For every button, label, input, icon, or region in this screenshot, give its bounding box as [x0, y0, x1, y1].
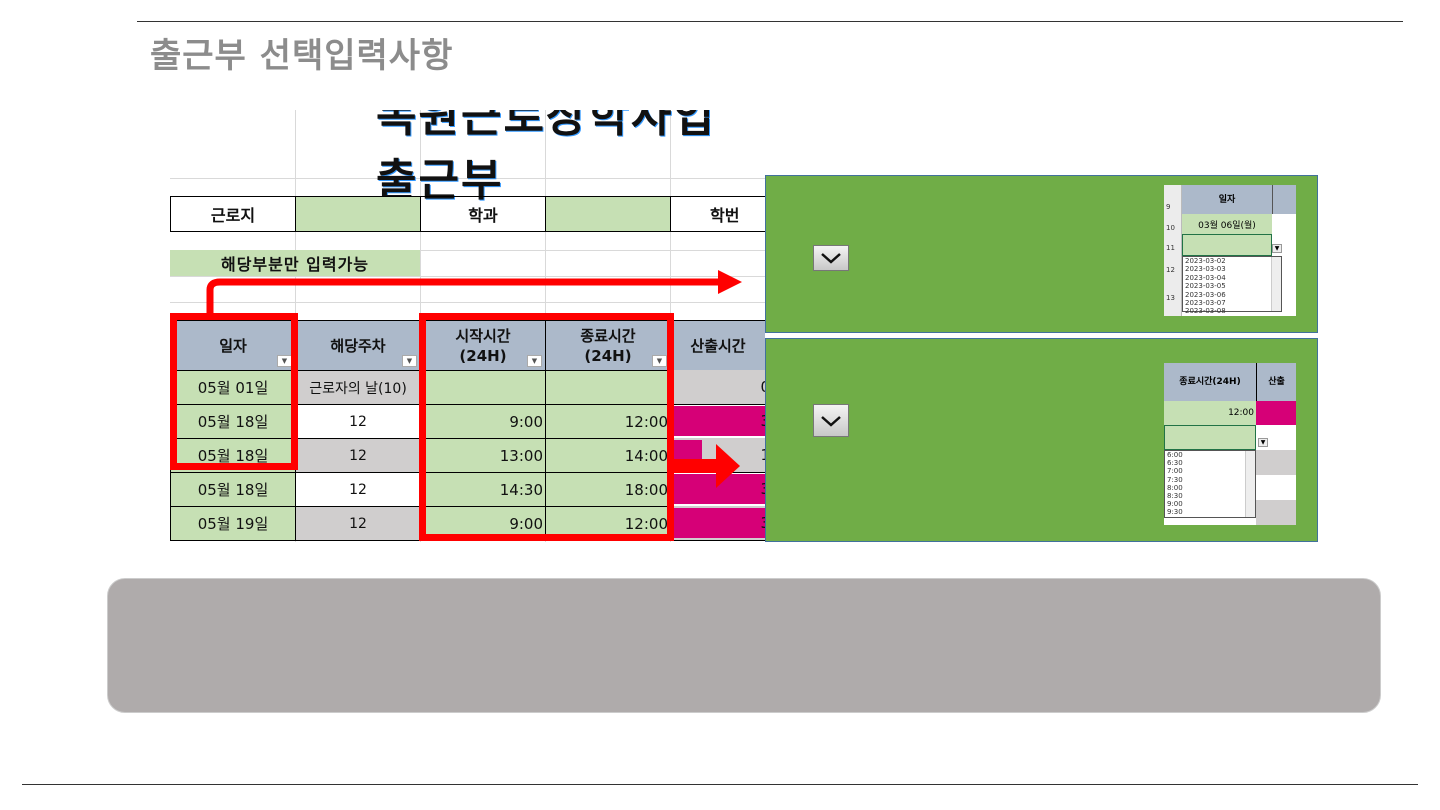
row-number: 10: [1166, 224, 1175, 232]
date-value: 03월 06일(월): [1182, 214, 1272, 234]
end-time-header: 종료시간(24H): [1164, 363, 1256, 401]
week-cell: 12: [295, 404, 421, 439]
time-dropdown-panel: 종료시간(24H) 산출 12:00 ▼ 6:00 6:30 7:00 7:30 8:0…: [765, 338, 1318, 542]
row-number: 9: [1166, 203, 1171, 211]
time-option[interactable]: 9:00: [1167, 500, 1183, 509]
time-option[interactable]: 8:00: [1167, 483, 1183, 492]
date-selected-cell[interactable]: [1182, 234, 1272, 256]
filter-dropdown[interactable]: ▼: [277, 355, 292, 367]
header-label: 산출시간: [690, 336, 746, 355]
highlight-time-columns: [419, 313, 674, 541]
hours-cell: 3: [760, 412, 765, 430]
time-dropdown-preview: 종료시간(24H) 산출 12:00 ▼ 6:00 6:30 7:00 7:30 8:0…: [1164, 363, 1296, 525]
label-workplace: 근로지: [170, 196, 296, 232]
date-option[interactable]: 2023-03-08: [1185, 307, 1226, 316]
dropdown-arrow[interactable]: ▼: [1258, 438, 1268, 447]
header-label: 종료시간 (24H): [580, 326, 636, 365]
label-department: 학과: [420, 196, 546, 232]
column-header: 해당주차 ▼: [295, 320, 421, 371]
date-header: 일자: [1182, 185, 1272, 214]
dropdown-button[interactable]: [813, 245, 849, 271]
filter-dropdown[interactable]: ▼: [402, 355, 417, 367]
spreadsheet: 목원근로장학사업 출근부 근로지 학과 학번 해당부분만 입력가능 일자 ▼ 해당주…: [170, 110, 765, 542]
arrow-to-date-panel: [206, 270, 742, 314]
header-label: 해당주차: [330, 336, 386, 355]
week-cell: 12: [295, 506, 421, 541]
header-label: 시작시간 (24H): [455, 326, 511, 365]
hours-cell: 0: [760, 378, 765, 396]
date-option[interactable]: 2023-03-03: [1185, 265, 1226, 274]
time-option[interactable]: 6:00: [1167, 451, 1183, 459]
next-header: 산출: [1256, 363, 1296, 401]
row-number: 12: [1166, 266, 1175, 274]
start-time-cell[interactable]: 9:00: [420, 404, 546, 439]
chevron-down-icon: [821, 253, 841, 264]
time-options-list[interactable]: 6:00 6:30 7:00 7:30 8:00 8:30 9:00 9:30: [1164, 450, 1256, 518]
week-cell: 12: [295, 438, 421, 473]
highlight-date-column: [170, 313, 298, 470]
date-cell[interactable]: 05월 18일: [170, 404, 296, 439]
hours-cell: 3: [760, 480, 765, 498]
top-divider: [137, 21, 1403, 22]
week-cell: 근로자의 날(10): [295, 370, 421, 405]
header-label: 일자: [219, 336, 247, 355]
note-box: [107, 578, 1381, 713]
date-dropdown-preview: 91011121314 일자 03월 06일(월) ▼ 2023-03-0220…: [1164, 185, 1296, 316]
filter-dropdown[interactable]: ▼: [527, 355, 542, 367]
time-option[interactable]: 6:30: [1167, 459, 1183, 468]
input-note: 해당부분만 입력가능: [170, 250, 420, 276]
arrow-to-time-panel: [672, 444, 740, 488]
date-option[interactable]: 2023-03-05: [1185, 282, 1226, 291]
time-option[interactable]: 9:30: [1167, 508, 1183, 517]
date-option[interactable]: 2023-03-06: [1185, 290, 1226, 299]
time-option[interactable]: 8:30: [1167, 492, 1183, 501]
date-option[interactable]: 2023-03-04: [1185, 273, 1226, 282]
start-time-cell[interactable]: 13:00: [420, 438, 546, 473]
bottom-divider: [22, 784, 1418, 785]
filter-dropdown[interactable]: ▼: [652, 355, 667, 367]
date-option[interactable]: 2023-03-02: [1185, 257, 1226, 265]
date-options-list[interactable]: 2023-03-02 2023-03-03 2023-03-04 2023-03-05…: [1182, 256, 1282, 316]
row-number: 13: [1166, 294, 1175, 302]
department-input[interactable]: [545, 196, 671, 232]
dropdown-button[interactable]: [813, 404, 849, 437]
sheet-title: 목원근로장학사업 출근부: [376, 110, 716, 206]
column-header: 일자 ▼: [170, 320, 296, 371]
end-time-cell[interactable]: 14:00: [545, 438, 671, 473]
end-time-value: 12:00: [1164, 401, 1256, 425]
time-option[interactable]: 7:30: [1167, 475, 1183, 484]
end-time-cell[interactable]: [545, 370, 671, 405]
workplace-input[interactable]: [295, 196, 421, 232]
date-cell[interactable]: 05월 18일: [170, 472, 296, 507]
date-dropdown-panel: 91011121314 일자 03월 06일(월) ▼ 2023-03-0220…: [765, 175, 1318, 333]
date-option[interactable]: 2023-03-07: [1185, 299, 1226, 308]
slide-title: 출근부 선택입력사항: [150, 36, 454, 76]
row-number: 11: [1166, 244, 1175, 252]
week-cell: 12: [295, 472, 421, 507]
column-header: 종료시간 (24H) ▼: [545, 320, 671, 371]
hours-bar: [670, 508, 765, 538]
label-student-id: 학번: [670, 196, 765, 232]
column-header: 시작시간 (24H) ▼: [420, 320, 546, 371]
hours-bar: [670, 406, 765, 436]
dropdown-arrow[interactable]: ▼: [1272, 244, 1282, 253]
hours-cell: 1: [760, 446, 765, 464]
date-cell[interactable]: 05월 19일: [170, 506, 296, 541]
column-header: 산출시간: [670, 320, 765, 371]
time-selected-cell[interactable]: [1164, 425, 1256, 450]
start-time-cell[interactable]: 14:30: [420, 472, 546, 507]
time-option[interactable]: 7:00: [1167, 467, 1183, 476]
chevron-down-icon: [821, 415, 841, 427]
hours-cell: 3: [760, 514, 765, 532]
